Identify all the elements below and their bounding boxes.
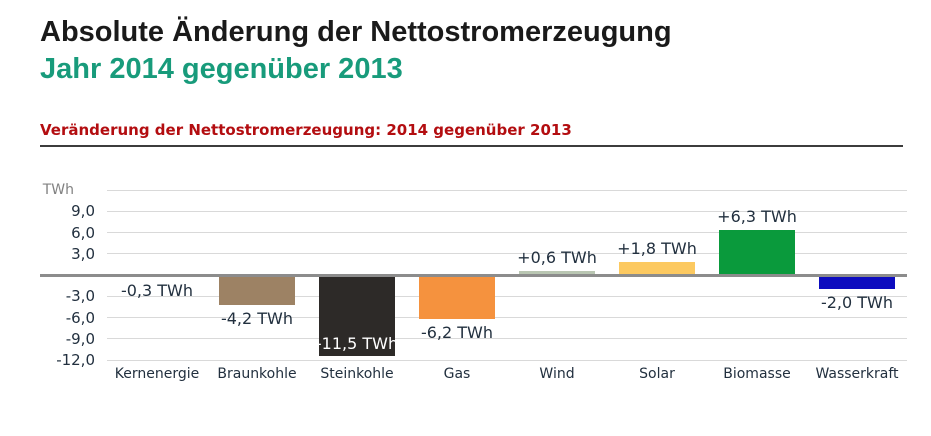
x-axis-category-label: Steinkohle [320, 366, 394, 382]
x-axis-category-label: Braunkohle [217, 366, 297, 382]
bar-braunkohle [219, 275, 295, 305]
bar-steinkohle [319, 275, 395, 357]
bar-value-label: +6,3 TWh [717, 207, 797, 227]
bar-biomasse [719, 230, 795, 275]
bar-solar [619, 262, 695, 275]
y-axis-tick-label: -9,0 [65, 329, 95, 348]
y-axis-unit-label: TWh [42, 182, 74, 198]
x-axis-category-label: Kernenergie [114, 366, 200, 382]
bar-value-label: -6,2 TWh [420, 322, 494, 342]
page-title: Absolute Änderung der Nettostromerzeugun… [40, 16, 672, 48]
gridline [107, 295, 907, 297]
y-axis-tick-label: -3,0 [65, 287, 95, 306]
x-axis-category-label: Wasserkraft [815, 366, 899, 382]
bar-wind [519, 270, 595, 275]
x-axis-category-label: Solar [639, 366, 675, 382]
x-axis-category-label: Biomasse [723, 366, 791, 382]
page-subtitle: Jahr 2014 gegenüber 2013 [40, 53, 403, 85]
y-axis-tick-label: 6,0 [71, 223, 95, 242]
bar-value-label: -0,3 TWh [120, 281, 194, 301]
gridline [107, 317, 907, 318]
x-axis-category-label: Wind [539, 366, 575, 382]
bar-value-label: +0,6 TWh [517, 247, 597, 267]
bar-value-label: +1,8 TWh [617, 239, 697, 259]
gridline [107, 189, 907, 191]
y-axis-tick-label: 9,0 [71, 202, 95, 221]
bar-gas [419, 275, 495, 319]
zero-axis-line [40, 273, 907, 277]
gridline [107, 253, 907, 255]
x-axis-category-label: Gas [443, 366, 471, 382]
y-axis-tick-label: -6,0 [65, 308, 95, 327]
y-axis-tick-label: -12,0 [56, 351, 95, 369]
chart-heading: Veränderung der Nettostromerzeugung: 201… [40, 121, 572, 139]
gridline [107, 338, 907, 340]
bar-wasserkraft [819, 275, 895, 290]
gridline [107, 359, 907, 361]
bar-value-label: -2,0 TWh [820, 293, 894, 313]
heading-rule [40, 145, 903, 147]
gridline [107, 210, 907, 212]
y-axis-tick-label: 3,0 [71, 244, 95, 263]
bar-value-label: -11,5 TWh [315, 334, 399, 354]
bar-value-label: -4,2 TWh [220, 308, 294, 328]
gridline [107, 232, 907, 233]
